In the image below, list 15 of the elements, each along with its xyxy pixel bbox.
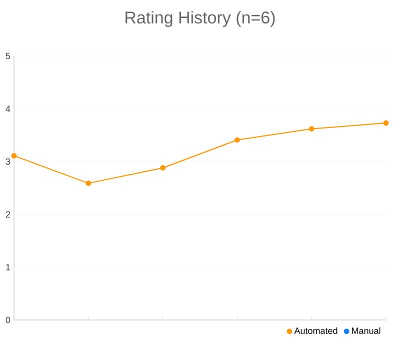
y-tick-label: 2 xyxy=(6,211,10,218)
y-tick-label: 3 xyxy=(6,158,10,165)
chart-title: Rating History (n=6) xyxy=(126,10,275,27)
legend-label: Manual xyxy=(352,327,380,334)
y-tick-label: 4 xyxy=(6,106,10,112)
point xyxy=(234,137,240,143)
point xyxy=(160,164,166,170)
y-tick-label: 5 xyxy=(6,52,10,59)
y-tick-label: 0 xyxy=(6,316,10,323)
point xyxy=(11,152,17,158)
point xyxy=(308,126,314,132)
point xyxy=(86,180,92,186)
legend-label: Automated xyxy=(294,327,338,334)
point xyxy=(383,120,389,126)
y-tick-label: 1 xyxy=(6,264,10,270)
